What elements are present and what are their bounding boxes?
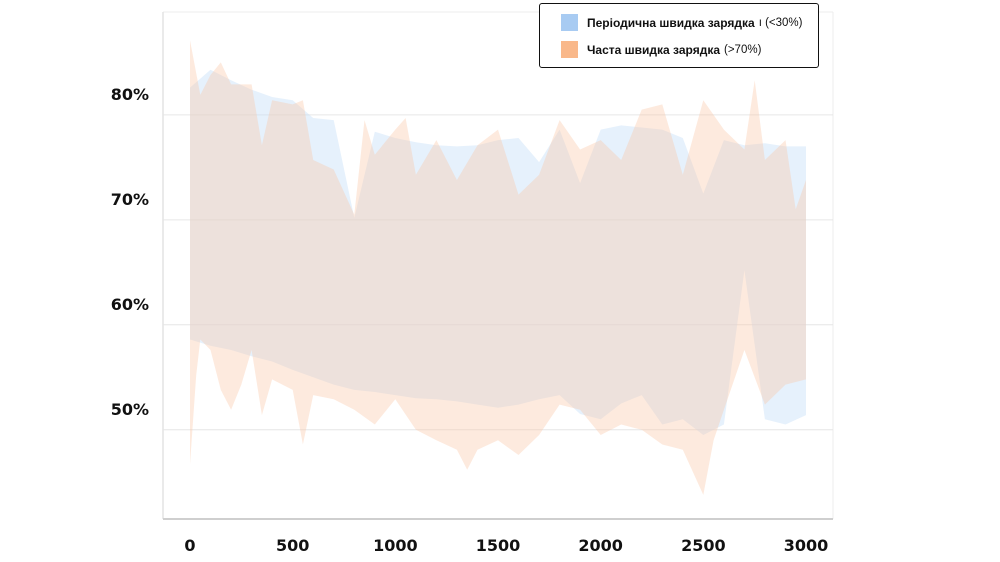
axes <box>162 12 833 520</box>
x-tick-label: 0 <box>184 536 195 555</box>
legend-label: Часта швидка зарядка <box>587 42 721 57</box>
y-tick-label: 70% <box>111 190 149 209</box>
legend-label: Періодична швидка зарядка <box>587 15 755 30</box>
series-band-frequent <box>190 40 806 495</box>
legend-item-frequent: Часта швидка зарядка (>70%) <box>561 41 761 58</box>
x-tick-label: 2000 <box>578 536 623 555</box>
legend-item-periodic: Періодична швидка зарядка ı (<30%) <box>561 14 803 31</box>
legend-note: ı (<30%) <box>758 16 803 29</box>
y-tick-label: 60% <box>111 295 149 314</box>
y-axis-ticks: 80% 70% 60% 50% <box>111 85 149 419</box>
x-tick-label: 3000 <box>784 536 829 555</box>
x-tick-label: 1000 <box>373 536 418 555</box>
series-band-periodic <box>190 69 806 435</box>
x-axis-ticks: 0 500 1000 1500 2000 2500 3000 <box>184 536 828 555</box>
x-tick-label: 2500 <box>681 536 726 555</box>
x-tick-label: 500 <box>276 536 309 555</box>
legend: Періодична швидка зарядка ı (<30%) Часта… <box>539 3 819 68</box>
x-tick-label: 1500 <box>476 536 521 555</box>
legend-swatch-blue <box>561 14 578 31</box>
y-tick-label: 50% <box>111 400 149 419</box>
legend-note: (>70%) <box>724 43 762 56</box>
y-tick-label: 80% <box>111 85 149 104</box>
series-areas <box>190 40 806 495</box>
legend-swatch-orange <box>561 41 578 58</box>
